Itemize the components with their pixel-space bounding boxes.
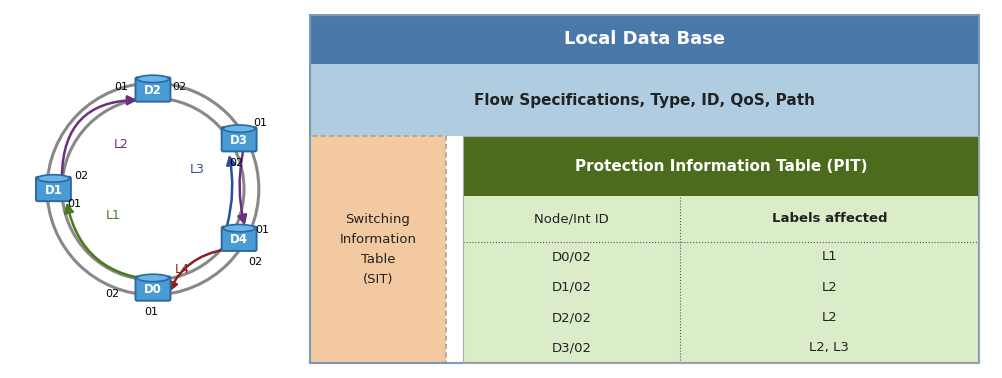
Text: D0: D0 bbox=[144, 283, 161, 296]
FancyBboxPatch shape bbox=[135, 77, 170, 102]
Text: D2: D2 bbox=[144, 84, 161, 97]
FancyBboxPatch shape bbox=[310, 136, 445, 363]
Text: Switching
Information
Table
(SIT): Switching Information Table (SIT) bbox=[339, 213, 416, 286]
Text: D3/02: D3/02 bbox=[551, 341, 591, 355]
FancyBboxPatch shape bbox=[310, 64, 978, 136]
Text: L2: L2 bbox=[113, 138, 128, 151]
Text: L2: L2 bbox=[821, 311, 837, 324]
Text: D3: D3 bbox=[230, 134, 247, 147]
Text: Protection Information Table (PIT): Protection Information Table (PIT) bbox=[574, 159, 867, 174]
FancyBboxPatch shape bbox=[463, 196, 978, 363]
Text: 01: 01 bbox=[254, 118, 268, 129]
Text: 02: 02 bbox=[247, 257, 262, 267]
Text: 02: 02 bbox=[172, 82, 186, 92]
Text: Local Data Base: Local Data Base bbox=[563, 30, 724, 48]
Text: D4: D4 bbox=[229, 233, 247, 246]
Text: Node/Int ID: Node/Int ID bbox=[534, 212, 608, 225]
FancyBboxPatch shape bbox=[310, 15, 978, 64]
Text: L2, L3: L2, L3 bbox=[809, 341, 849, 355]
Ellipse shape bbox=[37, 175, 69, 182]
Text: D1/02: D1/02 bbox=[551, 281, 591, 294]
Text: Labels affected: Labels affected bbox=[771, 212, 887, 225]
Text: D0/02: D0/02 bbox=[551, 250, 591, 263]
Ellipse shape bbox=[223, 225, 255, 232]
Text: 01: 01 bbox=[67, 199, 81, 209]
Text: L4: L4 bbox=[175, 263, 189, 276]
Text: 01: 01 bbox=[114, 82, 128, 92]
Text: 02: 02 bbox=[105, 289, 119, 299]
Text: L3: L3 bbox=[189, 163, 204, 177]
Text: L1: L1 bbox=[821, 250, 837, 263]
Text: L1: L1 bbox=[105, 209, 120, 222]
FancyBboxPatch shape bbox=[36, 177, 71, 201]
Ellipse shape bbox=[223, 125, 255, 132]
Text: D1: D1 bbox=[44, 184, 62, 197]
Text: Flow Specifications, Type, ID, QoS, Path: Flow Specifications, Type, ID, QoS, Path bbox=[474, 93, 814, 108]
FancyBboxPatch shape bbox=[135, 276, 170, 301]
Ellipse shape bbox=[137, 75, 168, 83]
Text: L2: L2 bbox=[821, 281, 837, 294]
FancyBboxPatch shape bbox=[221, 226, 257, 251]
FancyBboxPatch shape bbox=[221, 127, 257, 152]
Text: D2/02: D2/02 bbox=[551, 311, 591, 324]
Text: 02: 02 bbox=[228, 158, 242, 167]
Ellipse shape bbox=[137, 274, 168, 282]
Text: 01: 01 bbox=[256, 225, 270, 235]
Text: 01: 01 bbox=[143, 307, 157, 317]
Text: 02: 02 bbox=[74, 171, 88, 181]
FancyBboxPatch shape bbox=[463, 136, 978, 196]
